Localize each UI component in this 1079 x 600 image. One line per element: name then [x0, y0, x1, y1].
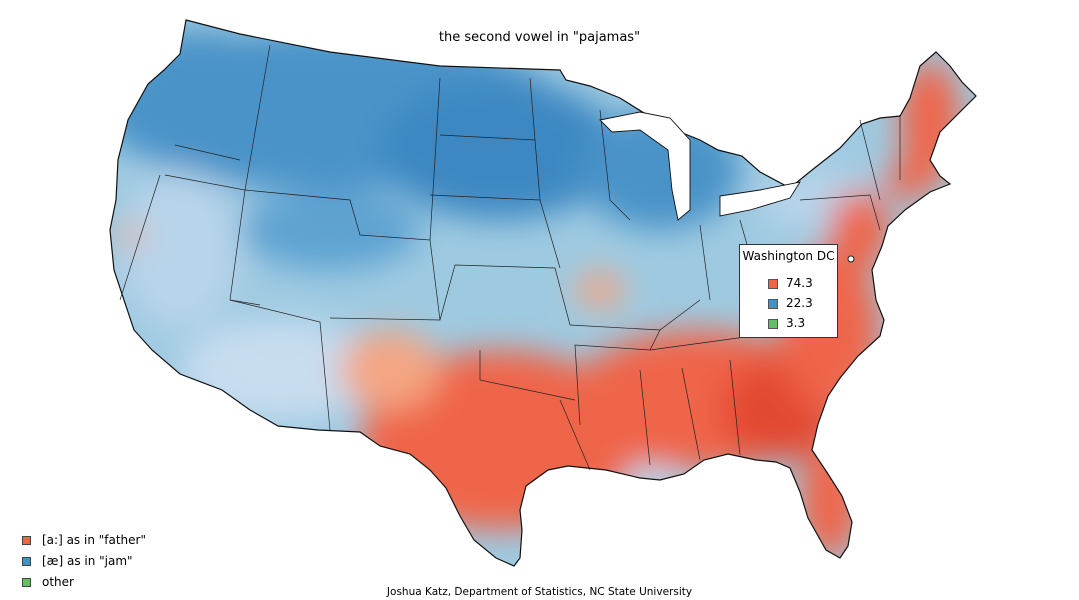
- legend-label: other: [42, 575, 74, 589]
- legend-item-jam[interactable]: [æ] as in "jam": [22, 551, 146, 572]
- jam-swatch-icon: [22, 557, 31, 566]
- jam-swatch-icon: [768, 298, 778, 309]
- washington-dc-marker[interactable]: [847, 255, 855, 263]
- other-swatch-icon: [768, 318, 778, 329]
- credit-line: Joshua Katz, Department of Statistics, N…: [386, 586, 693, 598]
- father-swatch-icon: [22, 536, 31, 545]
- tooltip-row-other: 3.3: [768, 315, 805, 331]
- legend-item-father[interactable]: [a:] as in "father": [22, 530, 146, 551]
- legend-label: [æ] as in "jam": [42, 554, 133, 568]
- great-lakes: [599, 111, 801, 221]
- tooltip-value: 3.3: [786, 316, 806, 330]
- legend: [a:] as in "father" [æ] as in "jam" othe…: [22, 530, 146, 593]
- legend-label: [a:] as in "father": [42, 533, 146, 547]
- legend-item-other[interactable]: other: [22, 572, 146, 593]
- tooltip-value: 22.3: [786, 296, 813, 310]
- tooltip-value: 74.3: [786, 276, 813, 290]
- tooltip-row-father: 74.3: [768, 275, 813, 291]
- choropleth-fill: [110, 20, 976, 566]
- location-tooltip: Washington DC 74.3 22.3 3.3: [739, 244, 838, 338]
- map-title: the second vowel in "pajamas": [438, 30, 641, 45]
- father-swatch-icon: [768, 278, 778, 289]
- tooltip-title: Washington DC: [742, 249, 835, 263]
- tooltip-row-jam: 22.3: [768, 295, 813, 311]
- other-swatch-icon: [22, 578, 31, 587]
